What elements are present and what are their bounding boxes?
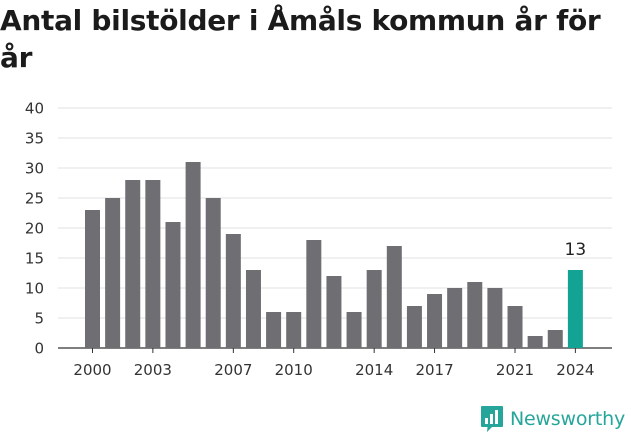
bar-2012 xyxy=(326,276,342,348)
x-tick-label: 2014 xyxy=(355,361,393,379)
y-tick-label: 10 xyxy=(25,280,44,298)
newsworthy-logo: Newsworthy xyxy=(480,405,625,433)
brand-name: Newsworthy xyxy=(509,408,625,430)
y-tick-label: 5 xyxy=(34,310,44,328)
bar-2017 xyxy=(427,294,443,348)
bar-2019 xyxy=(467,282,483,348)
data-label-2024: 13 xyxy=(565,240,587,260)
y-tick-label: 40 xyxy=(25,100,44,118)
bar-2010 xyxy=(286,312,302,348)
bar-2013 xyxy=(346,312,362,348)
bar-2000 xyxy=(85,210,100,348)
bar-2021 xyxy=(507,306,523,348)
y-tick-label: 25 xyxy=(25,190,44,208)
x-tick-label: 2024 xyxy=(556,361,594,379)
bar-2018 xyxy=(447,288,463,348)
bar-2020 xyxy=(487,288,503,348)
x-axis-ticks: 2000 2003 2007 2010 2014 2017 2021 2024 xyxy=(73,348,594,379)
x-tick-label: 2017 xyxy=(415,361,453,379)
bar-2011 xyxy=(306,240,322,348)
x-tick-label: 2000 xyxy=(73,361,111,379)
bar-2024 xyxy=(567,270,583,348)
x-tick-label: 2010 xyxy=(275,361,313,379)
y-tick-label: 15 xyxy=(25,250,44,268)
bars xyxy=(85,162,583,348)
bar-2002 xyxy=(125,180,141,348)
newsworthy-chart-bubble-icon xyxy=(480,406,503,432)
y-tick-label: 30 xyxy=(25,160,44,178)
x-tick-label: 2003 xyxy=(134,361,172,379)
bar-2001 xyxy=(105,198,121,348)
bar-2016 xyxy=(406,306,422,348)
data-labels: 13 xyxy=(565,240,587,260)
bar-2014 xyxy=(366,270,382,348)
bar-2006 xyxy=(205,198,221,348)
bar-2009 xyxy=(266,312,282,348)
bar-2022 xyxy=(527,336,543,348)
y-tick-label: 0 xyxy=(34,340,44,358)
y-axis-ticks: 0 5 10 15 20 25 30 35 40 xyxy=(25,100,44,358)
y-tick-label: 35 xyxy=(25,130,44,148)
chart-title: Antal bilstölder i Åmåls kommun år för å… xyxy=(0,4,601,74)
bar-2005 xyxy=(185,162,201,348)
bar-2023 xyxy=(547,330,563,348)
x-tick-label: 2007 xyxy=(214,361,252,379)
bar-2007 xyxy=(225,234,241,348)
bar-2003 xyxy=(145,180,161,348)
bar-2008 xyxy=(245,270,261,348)
bar-2004 xyxy=(165,222,181,348)
y-tick-label: 20 xyxy=(25,220,44,238)
x-tick-label: 2021 xyxy=(496,361,534,379)
bar-2015 xyxy=(386,246,402,348)
